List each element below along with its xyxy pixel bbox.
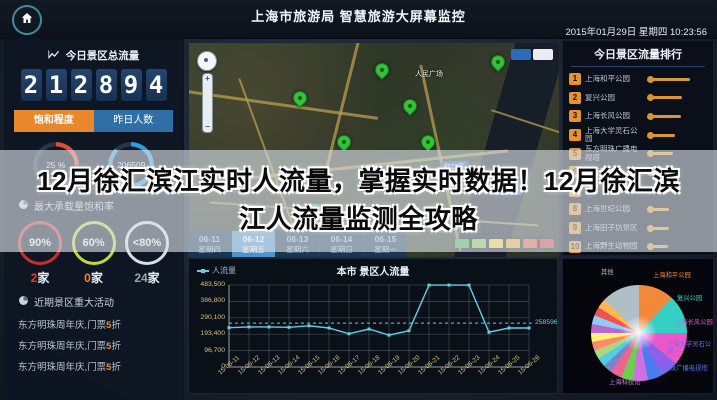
chart-legend: 人流量 bbox=[197, 265, 236, 276]
rank-bar-line bbox=[653, 114, 681, 118]
saturation-tabs: 饱和程度 昨日人数 bbox=[14, 110, 173, 132]
map-road bbox=[189, 89, 379, 120]
pie-slice-label: 上海和平公园 bbox=[653, 272, 691, 279]
counter-digit: 9 bbox=[120, 69, 142, 102]
total-flow-header: 今日景区总流量 bbox=[4, 48, 183, 63]
flow-line-chart: 本市 景区人流量 人流量 0 96,700 193,400 290,100 386,80… bbox=[188, 258, 558, 394]
headline-overlay: 12月徐汇滨江实时人流量，掌握实时数据！12月徐汇滨江人流量监测全攻略 bbox=[0, 150, 717, 252]
rank-bar-line bbox=[653, 133, 675, 137]
map-zoom-control: + − bbox=[202, 73, 213, 133]
tab-饱和程度[interactable]: 饱和程度 bbox=[14, 110, 94, 132]
rank-bar bbox=[647, 112, 707, 120]
home-icon bbox=[20, 11, 34, 30]
chart-title: 本市 景区人流量 bbox=[336, 267, 410, 278]
satellite-mode-button[interactable] bbox=[533, 49, 553, 60]
rank-bar-dot bbox=[647, 131, 654, 139]
counter-digit: 2 bbox=[70, 69, 92, 102]
counter-digit: 4 bbox=[145, 69, 167, 102]
y-axis-label: 0 bbox=[221, 363, 225, 370]
rank-number: 2 bbox=[569, 91, 581, 104]
ring-count: 0家 bbox=[84, 271, 103, 285]
average-line-label: 258596.99 bbox=[535, 319, 558, 327]
rank-bar-line bbox=[653, 96, 683, 100]
counter-digit: 2 bbox=[20, 69, 42, 102]
total-flow-label: 今日景区总流量 bbox=[65, 50, 140, 62]
tab-昨日人数[interactable]: 昨日人数 bbox=[93, 110, 173, 132]
pie-slice-label: 上海大学灵石公园 bbox=[667, 341, 712, 355]
ranking-row[interactable]: 2 复兴公园 bbox=[563, 89, 713, 108]
pie-panel: 其他 上海和平公园复兴公园上海长风公园上海大学灵石公园东方明珠广播电视塔上海科技馆 bbox=[562, 258, 714, 394]
ranking-row[interactable]: 3 上海长风公园 bbox=[563, 107, 713, 126]
rank-bar-dot bbox=[647, 75, 654, 83]
line-chart-canvas bbox=[227, 283, 533, 368]
rank-name: 上海大学灵石公园 bbox=[585, 126, 638, 144]
ring-count: 2家 bbox=[30, 271, 50, 285]
counter-digit: 1 bbox=[45, 69, 67, 102]
map-type-switch bbox=[511, 49, 553, 60]
map-pin-icon[interactable] bbox=[488, 52, 508, 72]
y-axis-label: 96,700 bbox=[204, 346, 225, 354]
rank-name: 上海和平公园 bbox=[585, 75, 630, 84]
rank-number: 1 bbox=[569, 73, 581, 86]
rank-name: 上海长风公园 bbox=[585, 112, 630, 121]
map-pin-icon[interactable] bbox=[400, 96, 420, 116]
activities-header: 近期景区重大活动 bbox=[4, 294, 183, 309]
pie-icon bbox=[18, 295, 29, 309]
rank-bar bbox=[647, 131, 707, 139]
ranking-title: 今日景区流量排行 bbox=[571, 41, 705, 67]
page-title: 上海市旅游局 智慧旅游大屏幕监控 bbox=[251, 9, 466, 24]
map-pin-icon[interactable] bbox=[372, 60, 392, 80]
home-button[interactable] bbox=[12, 5, 42, 35]
ring-count: 24家 bbox=[134, 271, 160, 285]
trend-icon bbox=[48, 49, 61, 63]
y-axis-label: 193,400 bbox=[200, 330, 225, 338]
pie-slice-label: 其他 bbox=[601, 269, 614, 276]
activity-item: 东方明珠周年庆,门票5折 bbox=[18, 320, 121, 331]
rank-bar-line bbox=[653, 77, 691, 81]
datetime-display: 2015年01月29日 星期四 10:23:56 bbox=[565, 27, 707, 38]
headline-text: 12月徐汇滨江实时人流量，掌握实时数据！12月徐汇滨江人流量监测全攻略 bbox=[37, 166, 680, 234]
activities-title: 近期景区重大活动 bbox=[34, 298, 114, 309]
rank-bar-dot bbox=[647, 112, 654, 120]
y-axis-label: 483,500 bbox=[200, 281, 225, 288]
rank-number: 3 bbox=[569, 110, 581, 123]
activity-list: 东方明珠周年庆,门票5折 东方明珠周年庆,门票5折 东方明珠周年庆,门票5折 bbox=[4, 313, 183, 378]
map-label: 人民广场 bbox=[415, 71, 443, 78]
y-axis-label: 386,800 bbox=[200, 297, 225, 305]
rank-bar bbox=[647, 94, 707, 102]
header-bar: 上海市旅游局 智慧旅游大屏幕监控 2015年01月29日 星期四 10:23:5… bbox=[0, 0, 717, 39]
activity-item: 东方明珠周年庆,门票5折 bbox=[18, 362, 121, 373]
y-axis-label: 290,100 bbox=[200, 313, 225, 321]
pie-slice-label: 上海长风公园 bbox=[675, 319, 713, 326]
zoom-out-button[interactable]: − bbox=[205, 122, 210, 131]
activity-item: 东方明珠周年庆,门票5折 bbox=[18, 341, 121, 352]
flow-pie-chart bbox=[591, 285, 687, 381]
rank-name: 复兴公园 bbox=[585, 93, 615, 102]
counter-digit: 8 bbox=[95, 69, 117, 102]
rank-number: 4 bbox=[569, 129, 581, 142]
pie-slice-label: 复兴公园 bbox=[677, 295, 703, 302]
map-compass-control[interactable] bbox=[197, 51, 217, 71]
rank-bar-dot bbox=[647, 94, 654, 102]
pie-slice-label: 东方明珠广播电视塔 bbox=[651, 365, 708, 372]
ranking-row[interactable]: 4 上海大学灵石公园 bbox=[563, 126, 713, 145]
zoom-in-button[interactable]: + bbox=[205, 74, 210, 83]
ranking-row[interactable]: 1 上海和平公园 bbox=[563, 70, 713, 89]
legend-label: 人流量 bbox=[212, 266, 236, 275]
map-pin-icon[interactable] bbox=[334, 132, 354, 152]
legend-line-icon bbox=[197, 268, 209, 273]
rank-bar bbox=[647, 75, 707, 83]
pie-slice-label: 上海科技馆 bbox=[609, 379, 641, 386]
map-mode-button[interactable] bbox=[511, 49, 531, 60]
